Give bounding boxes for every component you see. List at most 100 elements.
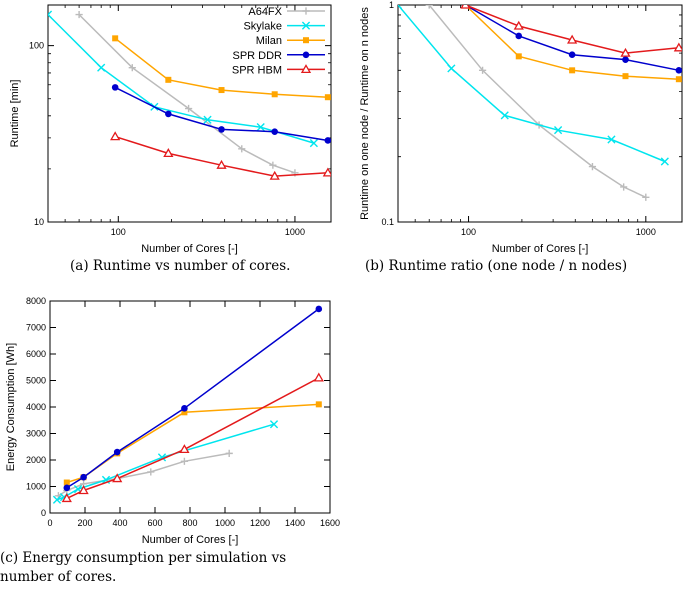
data-point-milan (112, 35, 119, 42)
data-point-spr-hbm (179, 444, 190, 454)
y-tick-label: 0.1 (381, 217, 394, 227)
plot-area (52, 305, 324, 504)
data-point-skylake (48, 10, 53, 19)
chart-b: 100 1000 0.1 1 Number of Cores [-] Runtime on… (359, 0, 683, 255)
data-point-milan (181, 409, 188, 416)
x-tick-label: 1200 (250, 518, 270, 528)
data-point-milan (515, 53, 522, 60)
chart-c: 0 200 400 600 800 1000 1200 1400 1600 0 1000 2000 30… (5, 296, 340, 546)
legend-label-skylake: Skylake (243, 21, 282, 33)
data-point-skylake (52, 495, 62, 504)
x-tick-label: 100 (461, 227, 476, 237)
x-axis-label: Number of Cores [-] (142, 534, 239, 546)
data-point-skylake (269, 420, 279, 429)
legend-marker-spr-hbm (300, 64, 312, 74)
legend-label-a64fx: A64FX (248, 6, 282, 18)
data-point-a64fx (128, 64, 136, 72)
x-tick-label: 200 (77, 518, 92, 528)
data-point-spr-ddr (181, 405, 188, 412)
y-tick-label: 1 (389, 0, 394, 10)
caption-b: (b) Runtime ratio (one node / n nodes) (365, 258, 628, 274)
x-axis-label: Number of Cores [-] (141, 243, 238, 255)
y-tick-label: 5000 (26, 376, 46, 386)
y-tick-label: 4000 (26, 402, 46, 412)
data-point-spr-hbm (567, 34, 578, 44)
data-point-skylake (97, 63, 106, 72)
series-line-skylake (48, 14, 315, 144)
caption-a: (a) Runtime vs number of cores. (70, 258, 291, 274)
data-point-milan (63, 479, 70, 486)
data-point-spr-ddr (675, 67, 682, 74)
legend-marker-skylake (301, 21, 311, 30)
data-point-spr-hbm (61, 493, 72, 503)
data-point-skylake (203, 115, 212, 124)
data-point-milan (271, 91, 278, 98)
y-tick-label: 8000 (26, 296, 46, 306)
data-point-a64fx (147, 468, 155, 476)
data-point-spr-ddr (271, 128, 278, 136)
x-axis-label: Number of Cores [-] (492, 243, 589, 255)
data-point-spr-ddr (80, 473, 87, 481)
data-point-spr-hbm (78, 485, 89, 495)
data-point-spr-ddr (324, 137, 331, 144)
legend: A64FX Skylake Milan SPR DDR SPR HBM (232, 6, 325, 76)
data-point-a64fx (180, 457, 188, 465)
data-point-a64fx (642, 193, 650, 201)
y-axis-label: Runtime [min] (9, 80, 21, 148)
plot-frame (47, 4, 332, 223)
plot-area (48, 10, 331, 180)
plot-frame (49, 300, 331, 514)
y-tick-label: 100 (29, 41, 44, 51)
series-line-milan (66, 403, 319, 484)
legend-label-milan: Milan (256, 35, 282, 47)
data-point-milan (218, 87, 225, 94)
x-tick-label: 0 (47, 518, 52, 528)
data-point-spr-ddr (113, 448, 121, 456)
y-tick-label: 10 (34, 217, 44, 227)
data-point-spr-hbm (269, 170, 280, 180)
x-tick-label: 1000 (636, 227, 656, 237)
plot-frame (397, 4, 683, 223)
x-tick-label: 800 (182, 518, 197, 528)
data-point-skylake (398, 5, 403, 10)
data-point-a64fx (269, 161, 277, 169)
data-point-skylake (447, 64, 456, 73)
data-point-a64fx (425, 5, 433, 9)
y-tick-label: 0 (41, 508, 46, 518)
data-point-spr-ddr (568, 51, 576, 59)
data-point-spr-hbm (110, 131, 121, 141)
data-point-a64fx (238, 145, 246, 153)
x-tick-label: 600 (147, 518, 162, 528)
y-tick-label: 6000 (26, 349, 46, 359)
caption-c-line2: number of cores. (0, 568, 117, 585)
data-point-a64fx (588, 163, 597, 171)
data-point-spr-ddr (622, 56, 629, 63)
data-point-skylake (500, 111, 509, 120)
data-point-spr-hbm (513, 20, 524, 30)
data-point-spr-hbm (673, 42, 682, 52)
series-line-a64fx (428, 5, 647, 198)
x-tick-label: 400 (112, 518, 127, 528)
data-point-skylake (256, 123, 265, 132)
x-tick-label: 100 (111, 227, 126, 237)
legend-label-spr-hbm: SPR HBM (232, 64, 282, 76)
legend-label-spr-ddr: SPR DDR (232, 50, 282, 62)
data-point-spr-ddr (111, 84, 119, 91)
caption-c: (c) Energy consumption per simulation vs… (0, 549, 286, 586)
x-tick-label: 1600 (320, 518, 340, 528)
data-point-milan (569, 67, 576, 74)
data-point-a64fx (184, 104, 193, 113)
y-tick-label: 7000 (26, 323, 46, 333)
data-point-milan (622, 73, 629, 80)
y-tick-label: 1000 (26, 482, 46, 492)
data-point-a64fx (478, 66, 487, 74)
data-point-milan (324, 94, 331, 101)
y-axis-label: Energy Consumption [Wh] (5, 343, 17, 471)
x-tick-label: 1000 (285, 227, 305, 237)
data-point-spr-hbm (313, 372, 324, 382)
data-point-a64fx (620, 183, 628, 191)
y-axis-label: Runtime on one node / Runtime on n nodes (359, 7, 371, 220)
data-point-spr-ddr (218, 126, 225, 133)
legend-marker-a64fx (302, 7, 310, 15)
